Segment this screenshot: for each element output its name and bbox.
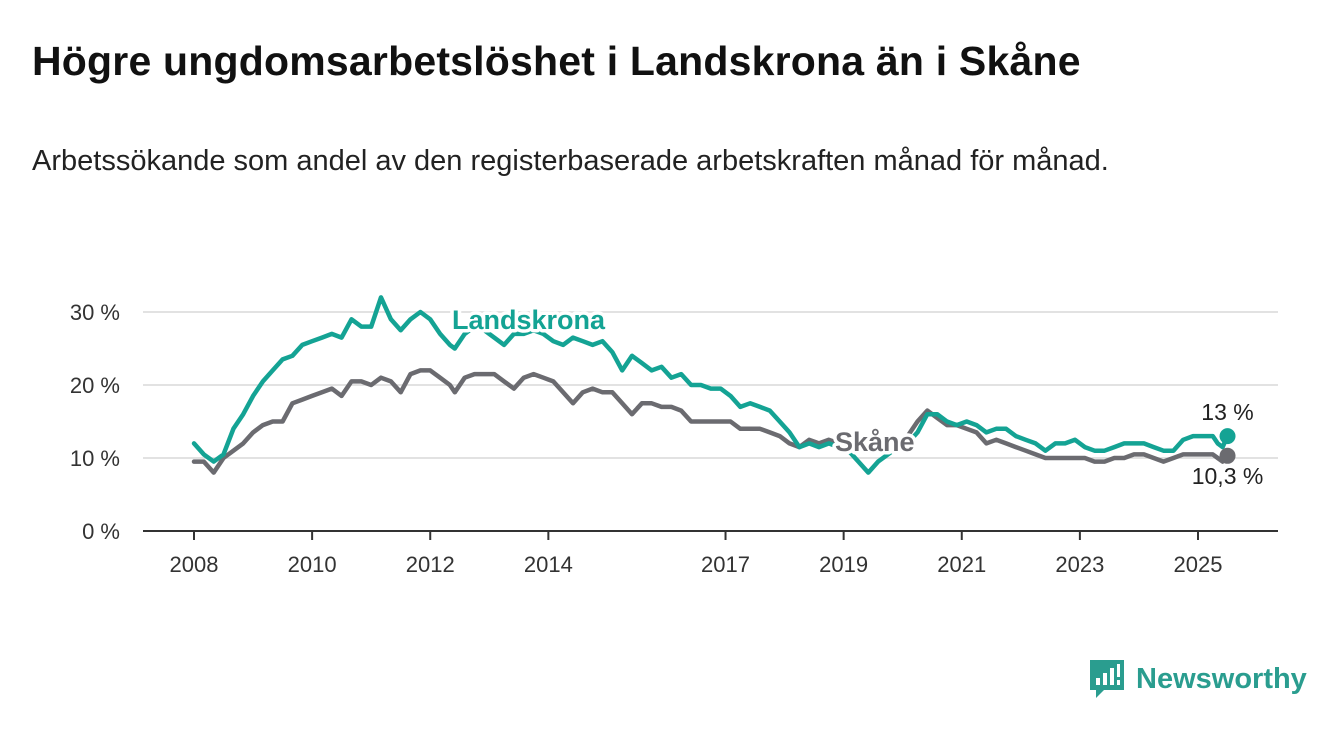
- x-tick-label: 2023: [1055, 552, 1104, 577]
- series-name-label: Skåne: [835, 427, 915, 457]
- end-value-label: 13 %: [1201, 399, 1253, 425]
- x-tick-label: 2017: [701, 552, 750, 577]
- end-value-label: 10,3 %: [1192, 463, 1264, 489]
- y-tick-label: 0 %: [82, 519, 120, 544]
- series-line-skane: [191, 368, 1230, 475]
- x-tick-label: 2025: [1174, 552, 1223, 577]
- x-tick-label: 2008: [170, 552, 219, 577]
- brand-name: Newsworthy: [1136, 662, 1307, 695]
- series-line-landskrona: [191, 295, 1230, 475]
- x-tick-label: 2012: [406, 552, 455, 577]
- y-tick-label: 10 %: [70, 446, 120, 471]
- y-tick-label: 20 %: [70, 373, 120, 398]
- series-end-point: [1219, 428, 1236, 445]
- y-tick-label: 30 %: [70, 300, 120, 325]
- chart-subtitle: Arbetssökande som andel av den registerb…: [32, 145, 1109, 177]
- chart-title: Högre ungdomsarbetslöshet i Landskrona ä…: [32, 38, 1081, 84]
- series-name-label: Landskrona: [452, 305, 606, 335]
- newsworthy-logo-icon: [1090, 660, 1124, 698]
- series-end-point: [1219, 447, 1236, 464]
- x-tick-label: 2021: [937, 552, 986, 577]
- x-tick-label: 2010: [288, 552, 337, 577]
- x-tick-label: 2014: [524, 552, 573, 577]
- x-tick-label: 2019: [819, 552, 868, 577]
- brand-logo: Newsworthy: [1088, 658, 1307, 700]
